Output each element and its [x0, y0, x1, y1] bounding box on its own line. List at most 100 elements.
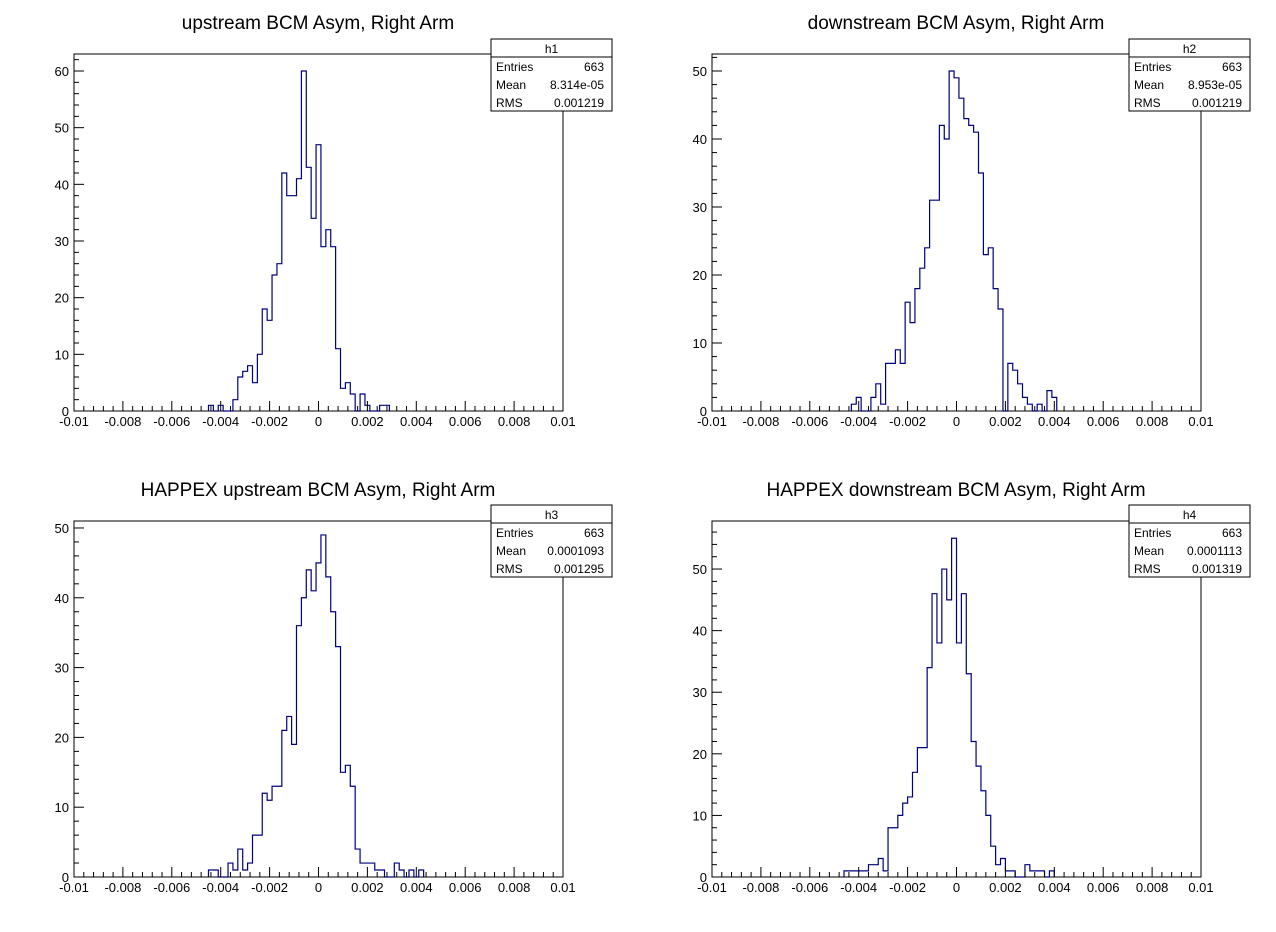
histogram-series [843, 537, 1055, 878]
histogram-bin [873, 865, 878, 877]
histogram-bin [952, 538, 957, 877]
stats-rms-value: 0.001319 [1192, 562, 1242, 576]
histogram-bin [1001, 859, 1006, 877]
stats-rms-value: 0.001219 [554, 96, 604, 110]
histogram-bin [316, 563, 321, 877]
histogram-bin [849, 871, 854, 877]
chart-title: upstream BCM Asym, Right Arm [182, 13, 454, 34]
y-tick-label: 40 [693, 132, 707, 147]
x-tick-label: 0.008 [1136, 880, 1169, 895]
x-tick-label: -0.004 [840, 414, 877, 429]
histogram-series [207, 70, 391, 412]
histogram-bin [903, 803, 908, 877]
histogram-bin [282, 173, 287, 411]
histogram-bin [983, 255, 988, 411]
histogram-bin [399, 870, 404, 877]
stats-entries-label: Entries [496, 60, 533, 74]
x-tick-label: -0.004 [202, 880, 239, 895]
y-tick-label: 50 [55, 521, 69, 536]
histogram-bin [1027, 404, 1032, 411]
x-tick-label: 0.002 [989, 414, 1022, 429]
stats-entries-label: Entries [1134, 526, 1171, 540]
x-tick-label: -0.008 [742, 880, 779, 895]
histogram-bin [939, 125, 944, 411]
y-tick-label: 10 [693, 808, 707, 823]
histogram-bin [1047, 391, 1052, 411]
histogram-bin [262, 793, 267, 877]
stats-entries-label: Entries [1134, 60, 1171, 74]
histogram-bin [998, 309, 1003, 411]
histogram-bin [898, 815, 903, 877]
histogram-bin [1008, 363, 1013, 411]
histogram-bin [370, 863, 375, 877]
y-tick-label: 10 [55, 347, 69, 362]
stats-mean-value: 0.0001113 [1187, 544, 1242, 558]
x-tick-label: 0.006 [1087, 880, 1120, 895]
histogram-bin [233, 400, 238, 411]
x-tick-label: 0.01 [1188, 414, 1213, 429]
histogram-bin [301, 71, 306, 411]
stats-histogram-name: h1 [545, 42, 559, 56]
y-tick-label: 20 [55, 730, 69, 745]
histogram-bin [976, 766, 981, 877]
histogram-bin [409, 870, 414, 877]
histogram-bin [871, 397, 876, 411]
histogram-bin [1037, 404, 1042, 411]
stats-mean-value: 0.0001093 [547, 544, 604, 558]
stats-rms-label: RMS [1134, 96, 1161, 110]
histogram-bin [360, 394, 365, 411]
histogram-bin [930, 200, 935, 411]
histogram-bin [915, 289, 920, 411]
histogram-bin [233, 870, 238, 877]
stats-rms-label: RMS [496, 562, 523, 576]
x-tick-label: 0.006 [449, 880, 482, 895]
histogram-bin [959, 98, 964, 411]
histogram-bin [243, 371, 248, 411]
histogram-bin [311, 591, 316, 877]
histogram-bin [252, 383, 257, 411]
stats-box-frame [1128, 38, 1251, 112]
x-tick-label: -0.006 [791, 880, 828, 895]
stats-mean-value: 8.953e-05 [1188, 78, 1242, 92]
histogram-bin [252, 835, 257, 877]
histogram-bin [326, 230, 331, 411]
x-tick-label: 0 [953, 880, 960, 895]
histogram-bin [296, 626, 301, 877]
histogram-bin [851, 404, 856, 411]
x-tick-label: -0.008 [104, 414, 141, 429]
x-tick-label: 0.004 [400, 414, 433, 429]
histogram-bin [979, 173, 984, 411]
histogram-bin [311, 218, 316, 411]
y-tick-label: 20 [55, 291, 69, 306]
histogram-bin [878, 859, 883, 877]
histogram-bin [881, 404, 886, 411]
y-tick-label: 50 [693, 562, 707, 577]
stats-mean-label: Mean [1134, 78, 1164, 92]
stats-entries-value: 663 [1222, 526, 1242, 540]
chart-title: HAPPEX upstream BCM Asym, Right Arm [141, 480, 496, 501]
chart-title: HAPPEX downstream BCM Asym, Right Arm [766, 480, 1145, 501]
histogram-bin [988, 248, 993, 411]
stats-rms-value: 0.001295 [554, 562, 604, 576]
stats-entries-label: Entries [496, 526, 533, 540]
stats-box-frame [490, 504, 613, 578]
histogram-bin [1005, 871, 1010, 877]
histogram-panel-3: HAPPEX upstream BCM Asym, Right Arm -0.01… [55, 480, 613, 895]
x-tick-label: 0.004 [400, 880, 433, 895]
histogram-bin [957, 643, 962, 877]
y-tick-label: 30 [693, 200, 707, 215]
histogram-bin [954, 78, 959, 411]
x-tick-label: 0.01 [1188, 880, 1213, 895]
histogram-bin [331, 612, 336, 877]
histogram-bin [895, 350, 900, 411]
x-tick-label: -0.004 [202, 414, 239, 429]
histogram-bin [301, 598, 306, 877]
histogram-bin [859, 871, 864, 877]
histogram-bin [864, 871, 869, 877]
stats-rms-label: RMS [1134, 562, 1161, 576]
histogram-bin [888, 828, 893, 877]
histogram-bin [1010, 871, 1015, 877]
histogram-bin [243, 870, 248, 877]
y-tick-label: 50 [55, 121, 69, 136]
